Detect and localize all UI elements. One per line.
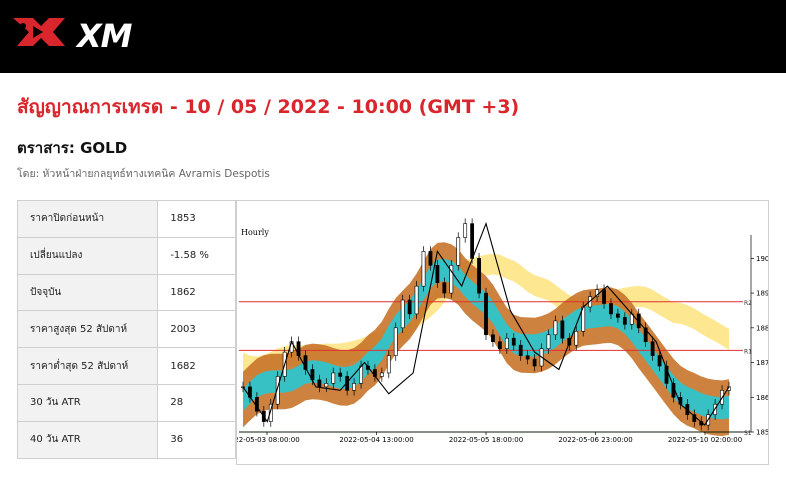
x-tick-label: 2022-05-10 02:00:00 <box>668 436 742 444</box>
candle-body <box>456 237 461 266</box>
y-tick-label: 1880 <box>756 324 768 332</box>
stat-label: ปัจจุบัน <box>16 273 159 312</box>
candle-body <box>379 372 384 377</box>
page-title: สัญญาณการเทรด - 10 / 05 / 2022 - 10:00 (… <box>17 96 520 118</box>
candle-body <box>275 376 280 405</box>
candle-body <box>504 337 509 349</box>
candle-body <box>664 365 669 384</box>
y-tick-label: 1890 <box>756 290 768 298</box>
price-chart: Hourly R2 R1 S1 1850 1860 1870 1880 1890 1900 22-0… <box>236 200 769 465</box>
candle-body <box>650 341 655 356</box>
orange-band <box>243 242 729 436</box>
author-line: โดย: หัวหน้าฝ่ายกลยุทธ์ทางเทคนิค Avramis… <box>17 168 270 180</box>
candle-body <box>484 292 488 336</box>
candle-body <box>324 383 329 388</box>
candle-body <box>609 303 613 315</box>
stats-row: ปัจจุบัน 1862 <box>16 273 236 312</box>
stats-row: เปลี่ยนแปลง -1.58 % <box>16 236 236 275</box>
candle-body <box>553 320 558 336</box>
candle-body <box>303 355 308 370</box>
candle-body <box>435 265 440 283</box>
candle-body <box>352 383 356 391</box>
x-tick-label: 2022-05-04 13:00:00 <box>339 436 413 444</box>
candle-body <box>386 355 391 374</box>
stats-row: ราคาต่ำสุด 52 สัปดาห์ 1682 <box>16 347 236 385</box>
candle-body <box>560 320 565 339</box>
candle-body <box>497 341 502 349</box>
stat-label: 40 วัน ATR <box>16 420 159 459</box>
candle-body <box>449 265 454 294</box>
candle-body <box>331 372 336 384</box>
candle-body <box>338 372 343 377</box>
zigzag-line <box>242 221 730 426</box>
candle-body <box>317 379 322 388</box>
x-tick-label: 2022-05-05 18:00:00 <box>449 436 523 444</box>
instrument-label: ตราสาร: GOLD <box>17 139 128 157</box>
candle-body <box>532 358 537 367</box>
candle-body <box>574 330 579 346</box>
candle-body <box>428 251 433 266</box>
stat-value: 1682 <box>157 347 236 385</box>
stats-row: 40 วัน ATR 36 <box>16 420 236 459</box>
candle-body <box>602 289 606 304</box>
candle-body <box>470 223 475 259</box>
y-tick-label: 1860 <box>756 394 768 402</box>
candle-body <box>657 355 662 367</box>
candle-body <box>525 355 530 360</box>
x-tick-label: 22-05-03 08:00:00 <box>237 436 300 444</box>
candle-body <box>407 299 412 315</box>
candle-body <box>511 337 516 346</box>
chart-svg: Hourly R2 R1 S1 1850 1860 1870 1880 1890 1900 22-0… <box>237 218 768 444</box>
y-tick-label: 1900 <box>756 255 768 263</box>
header-bar: XM <box>0 0 786 73</box>
candle-body <box>491 334 495 343</box>
candle-body <box>636 313 641 329</box>
level-label-r2: R2 <box>744 300 752 307</box>
candle-body <box>463 223 468 238</box>
stat-label: ราคาปิดก่อนหน้า <box>16 200 159 238</box>
stat-label: ราคาสูงสุด 52 สัปดาห์ <box>16 310 159 349</box>
candle-body <box>616 313 620 318</box>
candle-body <box>400 299 405 329</box>
stat-value: -1.58 % <box>157 236 236 275</box>
candle-body <box>421 251 426 287</box>
candle-body <box>268 403 273 422</box>
x-tick-label: 2022-05-06 23:00:00 <box>558 436 632 444</box>
candle-body <box>643 327 648 343</box>
candle-body <box>414 285 419 315</box>
level-label-s1: S1 <box>744 430 752 437</box>
stats-row: 30 วัน ATR 28 <box>16 383 236 422</box>
candle-body <box>518 344 523 356</box>
y-tick-label: 1870 <box>756 359 768 367</box>
stat-label: ราคาต่ำสุด 52 สัปดาห์ <box>16 347 159 385</box>
brand-name: XM <box>77 17 133 55</box>
stat-value: 1853 <box>157 200 236 238</box>
level-label-r1: R1 <box>744 348 752 355</box>
candle-body <box>477 258 481 294</box>
bull-icon <box>13 18 65 46</box>
timeframe-label: Hourly <box>241 228 269 237</box>
stat-value: 28 <box>157 383 236 422</box>
candle-body <box>359 365 363 384</box>
stat-value: 1862 <box>157 273 236 312</box>
stat-label: เปลี่ยนแปลง <box>16 236 159 275</box>
stat-value: 36 <box>157 420 236 459</box>
stats-row: ราคาสูงสุด 52 สัปดาห์ 2003 <box>16 310 236 349</box>
stat-label: 30 วัน ATR <box>16 383 159 422</box>
xm-logo[interactable]: XM <box>13 14 135 55</box>
stat-value: 2003 <box>157 310 236 349</box>
candle-body <box>393 327 398 356</box>
stats-row: ราคาปิดก่อนหน้า 1853 <box>16 200 236 238</box>
candle-body <box>442 282 447 294</box>
candle-body <box>546 334 551 349</box>
stats-table: ราคาปิดก่อนหน้า 1853 เปลี่ยนแปลง -1.58 % ปัจ… <box>16 200 236 459</box>
y-tick-label: 1850 <box>756 429 768 437</box>
candle-body <box>622 317 627 325</box>
